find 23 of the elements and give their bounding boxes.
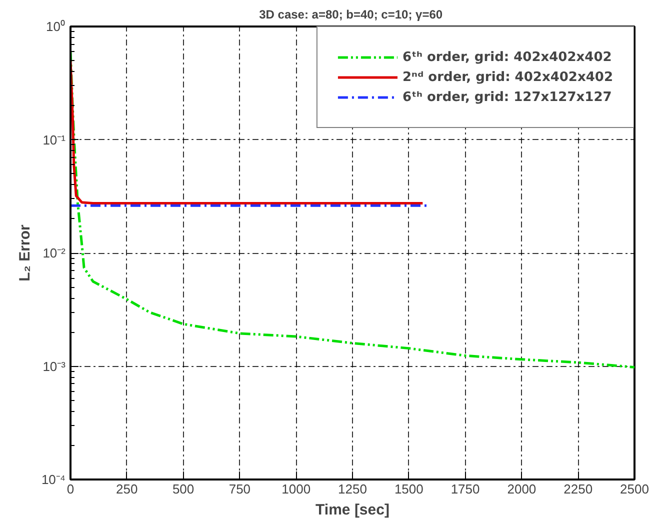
x-axis-title: Time [sec] [316,502,390,518]
y-tick-label: 10⁻⁴ [41,472,66,487]
x-tick-label: 2000 [507,482,536,496]
line-series [70,50,634,368]
legend-label: 2ⁿᵈ order, grid: 402x402x402 [402,70,613,84]
x-tick-label: 2250 [564,482,593,496]
x-tick-label: 750 [228,482,251,496]
x-tick-label: 1000 [282,482,311,496]
x-tick-label: 250 [116,482,138,496]
legend-label: 6ᵗʰ order, grid: 127x127x127 [402,90,612,104]
legend-label: 6ᵗʰ order, grid: 402x402x402 [402,50,612,64]
y-tick-label: 10⁻² [42,246,66,260]
y-tick-label: 10⁰ [46,19,66,34]
x-tick-label: 2500 [620,482,649,496]
y-tick-label: 10⁻³ [42,358,66,374]
y-axis-title: L₂ Error [16,224,34,282]
chart-title: 3D case: a=80; b=40; c=10; γ=60 [259,8,443,22]
x-tick-label: 0 [66,482,74,496]
x-tick-label: 1500 [394,482,424,496]
x-tick-label: 1250 [338,482,367,496]
x-tick-label: 500 [172,482,194,496]
y-tick-label: 10⁻¹ [42,132,66,148]
x-tick-label: 1750 [450,482,480,496]
